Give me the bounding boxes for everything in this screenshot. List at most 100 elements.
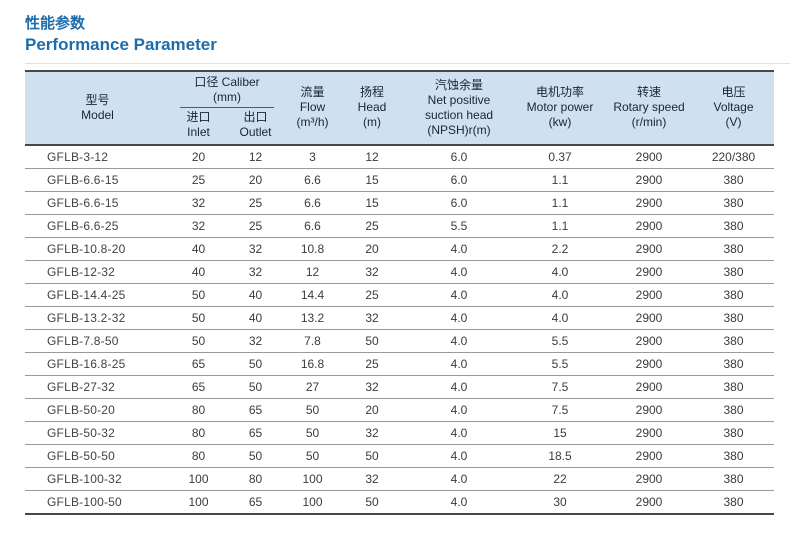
cell-npsh: 4.0 <box>403 305 516 330</box>
cell-rotary-speed: 2900 <box>605 443 694 468</box>
cell-voltage: 380 <box>693 213 775 238</box>
col-header-rotary-speed: 转速 Rotary speed (r/min) <box>605 70 694 146</box>
cell-motor-power: 5.5 <box>515 351 606 376</box>
col-header-model-zh: 型号 <box>85 92 110 107</box>
cell-inlet: 100 <box>170 466 227 491</box>
cell-voltage: 380 <box>693 259 775 284</box>
cell-rotary-speed: 2900 <box>605 190 694 215</box>
cell-outlet: 65 <box>227 420 285 445</box>
cell-motor-power: 7.5 <box>515 374 606 399</box>
cell-outlet: 12 <box>248 149 263 164</box>
table-row: GFLB-100-50 100 65 100 50 4.0 30 2900 38… <box>25 489 775 514</box>
col-header-flow: 流量 Flow (m³/h) <box>284 70 342 146</box>
cell-model: GFLB-6.6-15 <box>25 190 170 215</box>
col-header-voltage-unit: (V) <box>725 115 742 130</box>
cell-motor-power: 1.1 <box>515 190 606 215</box>
cell-voltage: 380 <box>693 351 775 376</box>
cell-inlet: 40 <box>170 236 227 261</box>
cell-head: 32 <box>341 420 404 445</box>
cell-voltage: 380 <box>693 328 775 353</box>
col-header-rotary-speed-zh: 转速 <box>637 85 662 100</box>
table-row: GFLB-12-32 40 32 12 32 4.0 4.0 2900 380 <box>25 259 775 284</box>
cell-rotary-speed: 2900 <box>605 167 694 192</box>
cell-model: GFLB-3-12 <box>47 149 109 164</box>
cell-voltage: 380 <box>693 443 775 468</box>
cell-head: 32 <box>341 374 404 399</box>
cell-motor-power: 1.1 <box>515 213 606 238</box>
table-header: 型号 Model 口径 Caliber (mm) 流量 Flow (m³/h) … <box>25 70 775 146</box>
cell-rotary-speed: 2900 <box>605 236 694 261</box>
col-header-rotary-speed-unit: (r/min) <box>631 115 667 130</box>
cell-npsh: 4.0 <box>403 259 516 284</box>
cell-flow: 100 <box>284 466 342 491</box>
col-header-inlet: 进口 Inlet <box>170 107 227 146</box>
col-header-npsh-en: Net positive suction head <box>424 92 494 122</box>
cell-head: 25 <box>341 282 404 307</box>
cell-head: 20 <box>341 236 404 261</box>
col-header-head-en: Head <box>357 100 387 115</box>
cell-outlet: 50 <box>227 443 285 468</box>
table-row: GFLB-27-32 65 50 27 32 4.0 7.5 2900 380 <box>25 374 775 399</box>
col-header-head: 扬程 Head (m) <box>341 70 404 146</box>
table-row: GFLB-7.8-50 50 32 7.8 50 4.0 5.5 2900 38… <box>25 328 775 353</box>
cell-npsh: 4.0 <box>403 443 516 468</box>
table-body: GFLB-3-12 20 12 3 12 6.0 0.37 2900 220/3… <box>25 145 775 514</box>
cell-model: GFLB-50-32 <box>25 420 170 445</box>
cell-model: GFLB-13.2-32 <box>25 305 170 330</box>
cell-motor-power: 22 <box>515 466 606 491</box>
cell-inlet: 32 <box>170 190 227 215</box>
cell-model: GFLB-6.6-25 <box>25 213 170 238</box>
cell-voltage: 220/380 <box>711 149 756 164</box>
cell-model: GFLB-6.6-15 <box>25 167 170 192</box>
cell-voltage: 380 <box>693 167 775 192</box>
cell-npsh: 6.0 <box>403 167 516 192</box>
cell-flow: 14.4 <box>284 282 342 307</box>
cell-inlet: 65 <box>170 374 227 399</box>
cell-rotary-speed: 2900 <box>605 489 694 514</box>
cell-rotary-speed: 2900 <box>605 374 694 399</box>
cell-npsh: 6.0 <box>450 149 468 164</box>
cell-voltage: 380 <box>693 305 775 330</box>
table-row: GFLB-3-12 20 12 3 12 6.0 0.37 2900 220/3… <box>25 145 774 169</box>
cell-npsh: 6.0 <box>403 190 516 215</box>
col-header-voltage-en: Voltage <box>713 100 754 115</box>
col-header-motor-power-zh: 电机功率 <box>536 85 585 100</box>
cell-flow: 6.6 <box>284 190 342 215</box>
cell-outlet: 65 <box>227 489 285 514</box>
cell-motor-power: 4.0 <box>515 282 606 307</box>
cell-inlet: 50 <box>170 305 227 330</box>
cell-rotary-speed: 2900 <box>605 328 694 353</box>
col-header-inlet-zh: 进口 <box>186 109 211 124</box>
cell-npsh: 4.0 <box>403 236 516 261</box>
cell-voltage: 380 <box>693 282 775 307</box>
cell-outlet: 40 <box>227 282 285 307</box>
col-header-model: 型号 Model <box>25 70 170 146</box>
table-row: GFLB-6.6-25 32 25 6.6 25 5.5 1.1 2900 38… <box>25 213 775 238</box>
cell-head: 50 <box>341 489 404 514</box>
cell-model: GFLB-16.8-25 <box>25 351 170 376</box>
cell-model: GFLB-50-50 <box>25 443 170 468</box>
cell-npsh: 4.0 <box>403 374 516 399</box>
cell-motor-power: 1.1 <box>515 167 606 192</box>
cell-outlet: 25 <box>227 213 285 238</box>
cell-npsh: 4.0 <box>403 328 516 353</box>
cell-flow: 27 <box>284 374 342 399</box>
table-row: GFLB-14.4-25 50 40 14.4 25 4.0 4.0 2900 … <box>25 282 775 307</box>
cell-npsh: 5.5 <box>403 213 516 238</box>
cell-model: GFLB-100-50 <box>25 489 170 514</box>
cell-motor-power: 2.2 <box>515 236 606 261</box>
cell-outlet: 40 <box>227 305 285 330</box>
cell-head: 25 <box>341 351 404 376</box>
col-header-rotary-speed-en: Rotary speed <box>613 100 685 115</box>
cell-model: GFLB-10.8-20 <box>25 236 170 261</box>
cell-head: 32 <box>341 259 404 284</box>
col-header-npsh: 汽蚀余量 Net positive suction head (NPSH)r(m… <box>403 70 516 146</box>
table-row: GFLB-16.8-25 65 50 16.8 25 4.0 5.5 2900 … <box>25 351 775 376</box>
col-header-outlet-en: Outlet <box>239 124 272 139</box>
col-header-outlet-zh: 出口 <box>243 109 268 124</box>
section-divider <box>25 62 790 64</box>
cell-rotary-speed: 2900 <box>605 259 694 284</box>
col-header-motor-power: 电机功率 Motor power (kw) <box>515 70 606 146</box>
table-row: GFLB-10.8-20 40 32 10.8 20 4.0 2.2 2900 … <box>25 236 775 261</box>
cell-head: 50 <box>341 443 404 468</box>
